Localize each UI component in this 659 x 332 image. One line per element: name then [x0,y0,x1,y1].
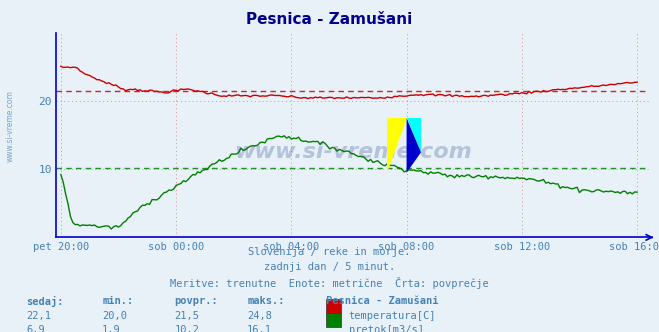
Text: min.:: min.: [102,296,133,306]
Text: temperatura[C]: temperatura[C] [349,311,436,321]
Text: maks.:: maks.: [247,296,285,306]
Text: Slovenija / reke in morje.: Slovenija / reke in morje. [248,247,411,257]
Text: 10,2: 10,2 [175,325,200,332]
Text: www.si-vreme.com: www.si-vreme.com [234,142,471,162]
Text: sedaj:: sedaj: [26,296,64,307]
Text: 22,1: 22,1 [26,311,51,321]
Text: 21,5: 21,5 [175,311,200,321]
Text: zadnji dan / 5 minut.: zadnji dan / 5 minut. [264,262,395,272]
Text: Pesnica - Zamušani: Pesnica - Zamušani [246,12,413,27]
Text: 16,1: 16,1 [247,325,272,332]
Text: 6,9: 6,9 [26,325,45,332]
Text: 20,0: 20,0 [102,311,127,321]
Polygon shape [407,118,421,173]
Polygon shape [407,118,421,152]
Text: povpr.:: povpr.: [175,296,218,306]
Text: Pesnica - Zamušani: Pesnica - Zamušani [326,296,439,306]
Text: Meritve: trenutne  Enote: metrične  Črta: povprečje: Meritve: trenutne Enote: metrične Črta: … [170,277,489,289]
Text: 24,8: 24,8 [247,311,272,321]
Text: pretok[m3/s]: pretok[m3/s] [349,325,424,332]
Text: www.si-vreme.com: www.si-vreme.com [5,90,14,162]
Polygon shape [387,118,407,173]
Text: 1,9: 1,9 [102,325,121,332]
